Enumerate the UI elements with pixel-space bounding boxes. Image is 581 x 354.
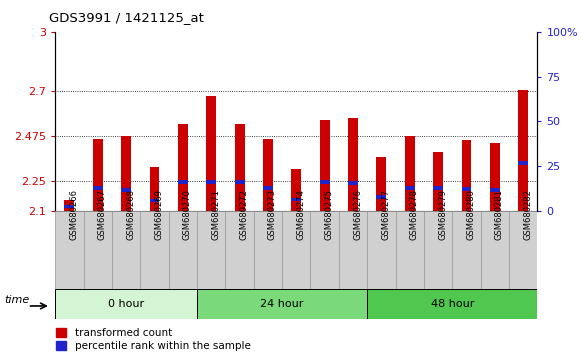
Bar bbox=[291, 198, 302, 201]
Text: GSM680281: GSM680281 bbox=[495, 189, 504, 240]
Text: GSM680268: GSM680268 bbox=[126, 189, 135, 240]
Bar bbox=[348, 118, 358, 211]
Bar bbox=[367, 289, 537, 319]
Legend: transformed count, percentile rank within the sample: transformed count, percentile rank withi… bbox=[52, 324, 254, 354]
Bar bbox=[320, 180, 329, 184]
Bar bbox=[509, 211, 537, 289]
Bar bbox=[178, 180, 188, 184]
Bar bbox=[320, 120, 329, 211]
Bar bbox=[55, 289, 197, 319]
Bar bbox=[206, 180, 216, 184]
Bar bbox=[461, 140, 471, 211]
Bar bbox=[55, 211, 84, 289]
Bar bbox=[235, 180, 245, 184]
Bar bbox=[339, 211, 367, 289]
Bar bbox=[518, 161, 528, 165]
Bar bbox=[405, 186, 415, 190]
Text: 0 hour: 0 hour bbox=[108, 298, 144, 309]
Text: GSM680276: GSM680276 bbox=[353, 189, 362, 240]
Text: GSM680278: GSM680278 bbox=[410, 189, 419, 240]
Text: time: time bbox=[5, 295, 30, 305]
Bar bbox=[149, 167, 159, 211]
Bar bbox=[405, 136, 415, 211]
Bar bbox=[480, 211, 509, 289]
Text: GSM680270: GSM680270 bbox=[183, 189, 192, 240]
Text: GSM680282: GSM680282 bbox=[523, 189, 532, 240]
Bar bbox=[235, 124, 245, 211]
Bar bbox=[112, 211, 140, 289]
Bar bbox=[168, 211, 197, 289]
Text: GSM680279: GSM680279 bbox=[438, 189, 447, 240]
Bar bbox=[225, 211, 254, 289]
Text: GSM680272: GSM680272 bbox=[239, 189, 249, 240]
Bar bbox=[490, 143, 500, 211]
Bar bbox=[178, 124, 188, 211]
Bar bbox=[64, 205, 74, 209]
Text: 24 hour: 24 hour bbox=[260, 298, 304, 309]
Bar bbox=[93, 139, 103, 211]
Text: GSM680275: GSM680275 bbox=[325, 189, 333, 240]
Bar bbox=[263, 186, 273, 190]
Text: 48 hour: 48 hour bbox=[431, 298, 474, 309]
Bar bbox=[121, 136, 131, 211]
Text: GDS3991 / 1421125_at: GDS3991 / 1421125_at bbox=[49, 11, 205, 24]
Text: GSM680273: GSM680273 bbox=[268, 189, 277, 240]
Bar bbox=[490, 188, 500, 192]
Bar bbox=[424, 211, 453, 289]
Bar bbox=[282, 211, 310, 289]
Bar bbox=[291, 169, 302, 211]
Bar bbox=[263, 139, 273, 211]
Bar bbox=[518, 91, 528, 211]
Text: GSM680267: GSM680267 bbox=[98, 189, 107, 240]
Bar bbox=[121, 188, 131, 192]
Bar bbox=[197, 289, 367, 319]
Bar bbox=[367, 211, 396, 289]
Bar bbox=[197, 211, 225, 289]
Bar bbox=[64, 200, 74, 211]
Bar bbox=[149, 199, 159, 202]
Text: GSM680280: GSM680280 bbox=[467, 189, 475, 240]
Text: GSM680271: GSM680271 bbox=[211, 189, 220, 240]
Bar bbox=[348, 181, 358, 184]
Bar bbox=[461, 187, 471, 190]
Bar bbox=[310, 211, 339, 289]
Text: GSM680274: GSM680274 bbox=[296, 189, 305, 240]
Text: GSM680269: GSM680269 bbox=[155, 189, 163, 240]
Bar bbox=[376, 157, 386, 211]
Bar bbox=[254, 211, 282, 289]
Bar bbox=[376, 195, 386, 199]
Bar bbox=[206, 96, 216, 211]
Bar bbox=[396, 211, 424, 289]
Bar bbox=[433, 152, 443, 211]
Text: GSM680266: GSM680266 bbox=[69, 189, 78, 240]
Bar bbox=[140, 211, 168, 289]
Bar bbox=[84, 211, 112, 289]
Bar bbox=[453, 211, 480, 289]
Bar bbox=[433, 186, 443, 190]
Text: GSM680277: GSM680277 bbox=[381, 189, 390, 240]
Bar bbox=[93, 186, 103, 190]
